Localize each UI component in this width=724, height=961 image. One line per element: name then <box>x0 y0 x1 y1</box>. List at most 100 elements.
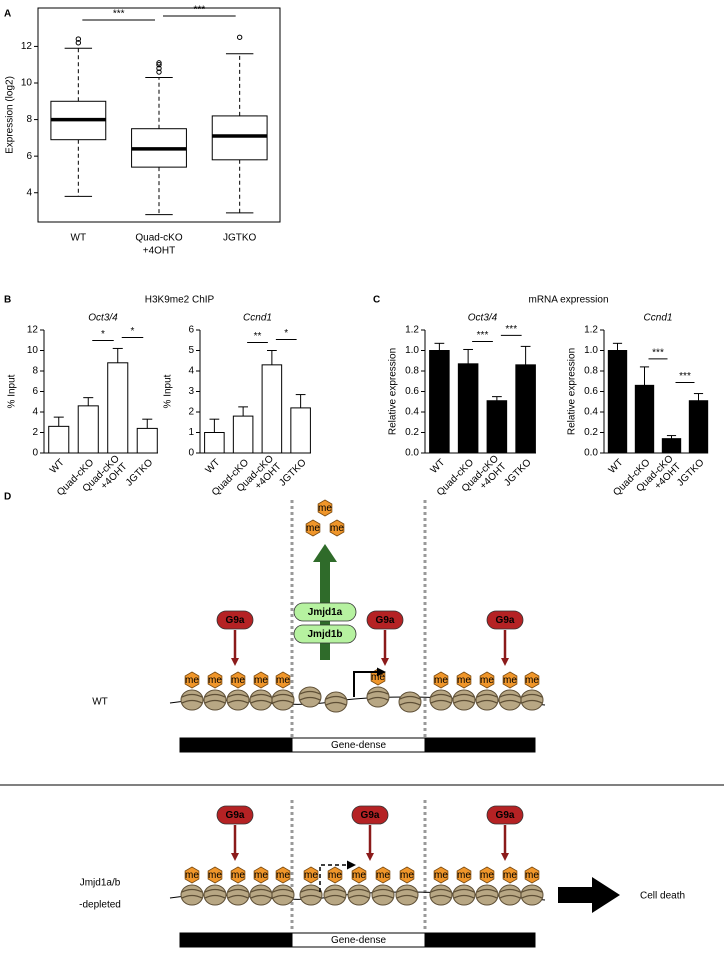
y-tick-label: 6 <box>32 386 38 397</box>
methyl-label: me <box>231 870 245 881</box>
g9a-label: G9a <box>496 615 515 626</box>
g9a <box>366 610 404 630</box>
y-tick-label: 4 <box>188 366 194 377</box>
y-axis-label: Relative expression <box>567 348 578 435</box>
g9a <box>486 805 524 825</box>
chart-title: mRNA expression <box>528 295 608 306</box>
g9a-label: G9a <box>376 615 395 626</box>
y-tick-label: 0.2 <box>405 427 419 438</box>
methyl-label: me <box>231 675 245 686</box>
y-tick-label: 0.8 <box>584 366 598 377</box>
nucleosome-dna <box>204 693 226 704</box>
methyl-label: me <box>400 870 414 881</box>
methyl-label: me <box>185 675 199 686</box>
y-tick-label: 0.4 <box>405 407 419 418</box>
methyl-label: me <box>304 870 318 881</box>
chart-subtitle: Oct3/4 <box>88 313 118 324</box>
y-tick-label: 0 <box>32 448 38 459</box>
methyl-mark <box>433 866 449 884</box>
x-tick-label: +4OHT <box>143 246 176 257</box>
g9a-label: G9a <box>496 810 515 821</box>
nucleosome-dna <box>399 695 421 706</box>
y-axis-label: % Input <box>7 374 18 408</box>
nucleosome-dna <box>396 888 418 899</box>
y-tick-label: 2 <box>32 427 38 438</box>
y-tick-label: 0.0 <box>405 448 419 459</box>
methyl-label: me <box>371 672 385 683</box>
outlier <box>156 65 162 72</box>
methyl-mark <box>207 671 223 689</box>
y-tick-label: 6 <box>26 151 32 162</box>
nucleosome-dna <box>521 888 543 899</box>
g9a <box>216 805 254 825</box>
nucleosome-dna <box>325 695 347 706</box>
y-tick-label: 10 <box>27 345 39 356</box>
y-tick-label: 8 <box>32 366 38 377</box>
region-label: Gene-poor <box>212 935 260 946</box>
significance-label: ** <box>254 331 262 342</box>
y-tick-label: 12 <box>21 41 33 52</box>
nucleosome-dna <box>272 888 294 899</box>
methyl-mark <box>327 866 343 884</box>
methyl-label: me <box>457 870 471 881</box>
outlier <box>156 69 162 75</box>
significance-label: *** <box>113 9 125 20</box>
x-tick-label: WT <box>71 233 87 244</box>
panel-label: D <box>4 492 11 503</box>
bar <box>429 350 450 454</box>
bar <box>261 364 283 454</box>
x-tick-label: WT <box>607 457 626 476</box>
significance-label: * <box>131 326 135 337</box>
methyl-label: me <box>276 870 290 881</box>
row-label: Jmjd1a/b <box>80 878 121 889</box>
g9a <box>216 610 254 630</box>
methyl-label: me <box>376 870 390 881</box>
methyl-mark <box>524 866 540 884</box>
chart-subtitle: Ccnd1 <box>644 313 673 324</box>
significance-label: * <box>101 329 105 340</box>
box <box>211 115 268 161</box>
nucleosome-dna <box>324 888 346 899</box>
jmjd1b-label: Jmjd1b <box>307 629 342 640</box>
methyl-mark <box>305 519 321 537</box>
bar <box>607 350 628 454</box>
nucleosome-dna <box>299 690 321 701</box>
x-tick-label: JGTKO <box>675 457 707 489</box>
g9a-label: G9a <box>226 615 245 626</box>
y-tick-label: 1 <box>188 427 194 438</box>
y-tick-label: 0.0 <box>584 448 598 459</box>
panel-label: B <box>4 295 11 306</box>
y-tick-label: 1.2 <box>405 325 419 336</box>
methyl-mark <box>351 866 367 884</box>
significance-label: *** <box>652 348 664 359</box>
nucleosome-dna <box>227 888 249 899</box>
nucleosome-dna <box>476 888 498 899</box>
y-tick-label: 4 <box>32 407 38 418</box>
significance-label: *** <box>505 324 517 335</box>
nucleosome-dna <box>204 888 226 899</box>
outlier <box>156 62 162 68</box>
region-bar <box>424 932 536 948</box>
methyl-label: me <box>276 675 290 686</box>
nucleosome-dna <box>250 888 272 899</box>
region-label: Gene-poor <box>212 740 260 751</box>
bar <box>634 384 655 454</box>
y-tick-label: 6 <box>188 325 194 336</box>
methyl-mark <box>329 519 345 537</box>
bar <box>136 427 158 454</box>
bar <box>486 400 508 454</box>
methyl-mark <box>502 866 518 884</box>
methyl-label: me <box>208 675 222 686</box>
y-tick-label: 0.8 <box>405 366 419 377</box>
nucleosome-dna <box>181 693 203 704</box>
y-tick-label: 1.0 <box>405 345 419 356</box>
methyl-mark <box>184 866 200 884</box>
nucleosome-dna <box>227 693 249 704</box>
nucleosome-dna <box>181 888 203 899</box>
methyl-label: me <box>185 870 199 881</box>
methyl-mark <box>375 866 391 884</box>
significance-label: *** <box>477 330 489 341</box>
nucleosome-dna <box>499 888 521 899</box>
methyl-mark <box>230 671 246 689</box>
